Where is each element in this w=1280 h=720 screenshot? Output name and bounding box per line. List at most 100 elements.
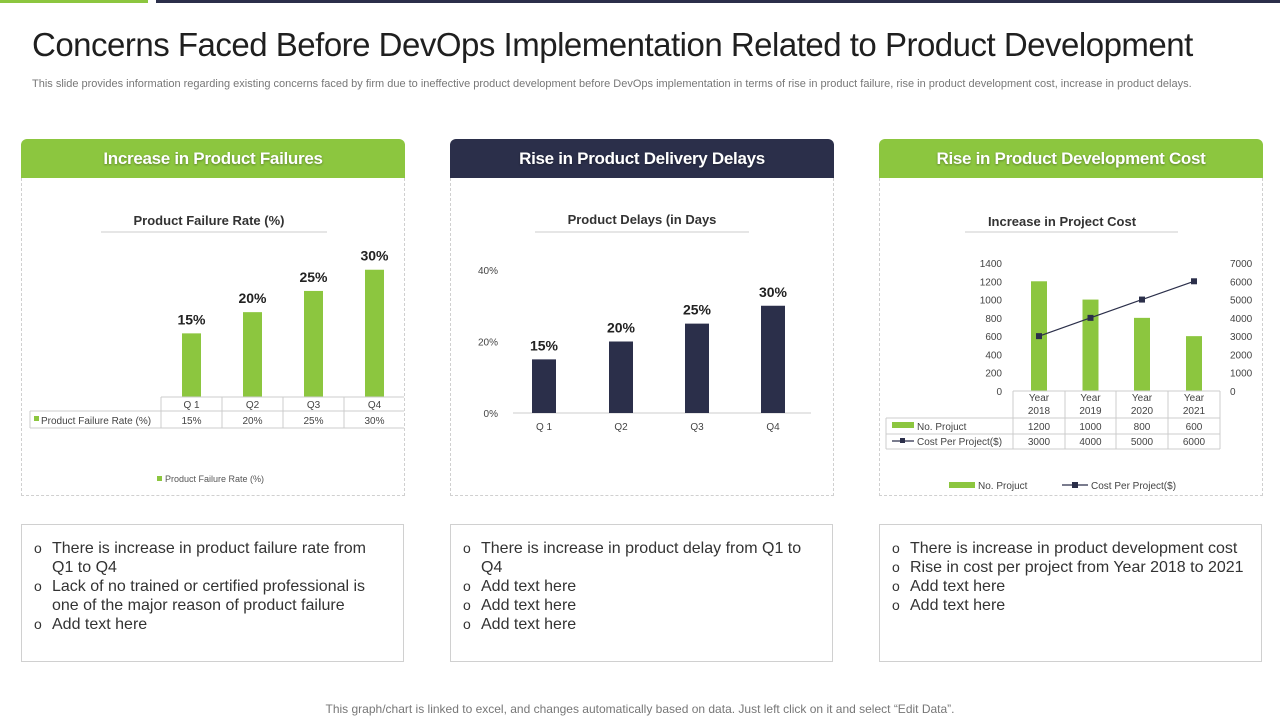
chart1-legend-label: Product Failure Rate (%) (165, 474, 264, 484)
chart2-y-tick: 20% (478, 338, 498, 349)
chart3-table-value: 5000 (1131, 437, 1154, 448)
text-box-cost: There is increase in product development… (879, 524, 1262, 662)
chart1-svg: Product Failure Rate (%) 15% 20% 25% 30% Q 1 1… (29, 213, 404, 484)
chart3-legend-label: No. Projuct (978, 481, 1028, 492)
chart2-y-tick: 0% (484, 409, 499, 420)
chart3-bar (1186, 336, 1202, 391)
chart3-line-marker (1191, 278, 1197, 285)
bullet-item: Rise in cost per project from Year 2018 … (880, 558, 1261, 577)
chart1-category-label: Q 1 (183, 400, 200, 411)
chart3-line-marker (1139, 296, 1145, 303)
chart3-svg: Increase in Project Cost 0 200 400 600 800 100… (885, 214, 1253, 492)
chart1-data-label: 20% (238, 290, 267, 306)
footer-note: This graph/chart is linked to excel, and… (325, 702, 955, 716)
chart3-right-tick: 4000 (1230, 314, 1253, 325)
chart3-category-label: 2020 (1131, 406, 1154, 417)
chart3-bar (1134, 317, 1150, 391)
chart3-table-key-marker (900, 438, 905, 443)
chart3-category-label: 2018 (1028, 406, 1051, 417)
chart-failure-rate[interactable]: Product Failure Rate (%) 15% 20% 25% 30% Q 1 1… (21, 178, 405, 496)
chart1-table-value: 15% (181, 416, 201, 427)
chart1-category-label: Q4 (368, 400, 382, 411)
chart3-table-series-name: Cost Per Project($) (917, 437, 1002, 448)
page-subtitle: This slide provides information regardin… (32, 78, 1192, 90)
chart2-data-label: 30% (759, 284, 788, 300)
chart2-data-label: 15% (530, 337, 559, 353)
panel-heading-delays: Rise in Product Delivery Delays (450, 139, 834, 178)
chart3-table-value: 3000 (1028, 437, 1051, 448)
chart1-table-value: 20% (242, 416, 262, 427)
chart3-table-value: 6000 (1183, 437, 1206, 448)
chart3-category-label: 2021 (1183, 406, 1206, 417)
chart3-left-tick: 400 (985, 350, 1002, 361)
chart1-data-label: 30% (360, 248, 389, 264)
chart3-right-tick: 0 (1230, 387, 1236, 398)
panel-heading-failures: Increase in Product Failures (21, 139, 405, 178)
chart3-left-tick: 1400 (980, 259, 1003, 270)
chart3-table-value: 1000 (1079, 422, 1102, 433)
bullet-item: Add text here (880, 577, 1261, 596)
chart3-title: Increase in Project Cost (988, 214, 1137, 229)
chart3-right-tick: 1000 (1230, 369, 1253, 380)
chart3-table-series-name: No. Projuct (917, 422, 967, 433)
chart2-category-label: Q2 (614, 422, 628, 433)
chart3-right-tick: 2000 (1230, 350, 1253, 361)
bullet-item: Add text here (451, 615, 832, 634)
chart3-category-label: Year (1029, 393, 1050, 404)
chart1-bar (182, 333, 201, 397)
chart3-table-value: 4000 (1079, 437, 1102, 448)
chart2-bar (761, 305, 785, 413)
chart1-bar (365, 269, 384, 397)
chart1-title: Product Failure Rate (%) (134, 213, 285, 228)
chart3-category-label: Year (1080, 393, 1101, 404)
chart3-legend-label: Cost Per Project($) (1091, 481, 1176, 492)
chart1-legend-key (157, 476, 162, 481)
panel-heading-cost: Rise in Product Development Cost (879, 139, 1263, 178)
bullet-item: There is increase in product development… (880, 539, 1261, 558)
top-accent-green (0, 0, 148, 3)
bullet-item: There is increase in product delay from … (451, 539, 832, 577)
chart1-table-value: 30% (364, 416, 384, 427)
chart2-data-label: 25% (683, 302, 712, 318)
chart3-right-tick: 6000 (1230, 277, 1253, 288)
chart3-left-tick: 200 (985, 369, 1002, 380)
chart1-bar (243, 312, 262, 397)
chart3-category-label: 2019 (1079, 406, 1102, 417)
chart1-category-label: Q2 (246, 400, 260, 411)
chart2-category-label: Q 1 (536, 422, 553, 433)
chart-project-cost[interactable]: Increase in Project Cost 0 200 400 600 800 100… (879, 178, 1263, 496)
chart3-right-tick: 7000 (1230, 259, 1253, 270)
chart3-bar (1082, 299, 1099, 391)
chart3-line-marker (1087, 314, 1094, 321)
bullet-item: There is increase in product failure rat… (22, 539, 403, 577)
text-box-failures: There is increase in product failure rat… (21, 524, 404, 662)
bullet-item: Add text here (880, 596, 1261, 615)
page-title: Concerns Faced Before DevOps Implementat… (32, 26, 1193, 63)
chart3-left-tick: 1200 (980, 277, 1003, 288)
bullet-item: Add text here (451, 577, 832, 596)
chart3-table-value: 800 (1134, 422, 1151, 433)
chart2-y-tick: 40% (478, 266, 498, 277)
chart3-table-value: 600 (1186, 422, 1203, 433)
chart3-table-key-bar (892, 422, 914, 428)
chart3-left-tick: 1000 (980, 296, 1003, 307)
chart2-data-label: 20% (607, 320, 636, 336)
chart2-category-label: Q4 (766, 422, 780, 433)
chart1-data-label: 15% (177, 311, 206, 327)
chart3-right-tick: 3000 (1230, 332, 1253, 343)
chart3-legend-key-marker (1072, 482, 1078, 488)
chart1-data-label: 25% (299, 269, 328, 285)
chart3-left-tick: 600 (985, 332, 1002, 343)
text-box-delays: There is increase in product delay from … (450, 524, 833, 662)
chart3-line-marker (1036, 333, 1042, 340)
chart3-left-tick: 0 (996, 387, 1002, 398)
chart3-table-value: 1200 (1028, 422, 1051, 433)
chart3-category-label: Year (1184, 393, 1205, 404)
chart3-right-tick: 5000 (1230, 296, 1253, 307)
chart2-bar (532, 359, 556, 413)
chart3-category-label: Year (1132, 393, 1153, 404)
chart-product-delays[interactable]: Product Delays (in Days 0% 20% 40% 15% Q 1 20%… (450, 178, 834, 496)
chart1-table-value: 25% (303, 416, 323, 427)
chart3-line-series (1038, 280, 1195, 337)
chart1-table-legend-key (34, 416, 39, 421)
